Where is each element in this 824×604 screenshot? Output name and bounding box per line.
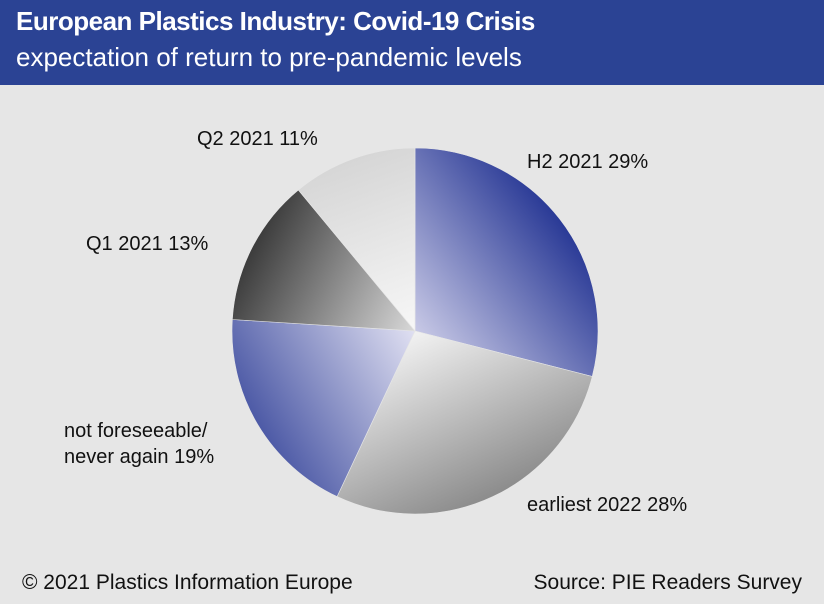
pie-slice-q1-2021	[232, 189, 416, 332]
pie-chart-area: H2 2021 29% earliest 2022 28% not foreseea…	[0, 85, 824, 604]
slice-label-q2-2021: Q2 2021 11%	[197, 128, 318, 150]
source-text: Source: PIE Readers Survey	[533, 571, 802, 594]
chart-subtitle: expectation of return to pre-pandemic le…	[16, 42, 522, 72]
chart-title: European Plastics Industry: Covid-19 Cri…	[16, 6, 535, 36]
slice-label-h2-2021: H2 2021 29%	[527, 151, 648, 173]
pie-slice-q2-2021	[297, 147, 416, 332]
slice-label-not-foreseeable-never-again: not foreseeable/never again 19%	[64, 420, 214, 468]
chart-header: European Plastics Industry: Covid-19 Cri…	[0, 0, 824, 85]
pie-slice-not-foreseeable-never-again	[231, 319, 416, 497]
pie-slice-h2-2021	[414, 147, 599, 377]
copyright-text: © 2021 Plastics Information Europe	[22, 571, 353, 594]
pie-chart: H2 2021 29% earliest 2022 28% not foreseea…	[64, 128, 687, 516]
pie-slice-earliest-2022	[336, 330, 593, 515]
slice-label-earliest-2022: earliest 2022 28%	[527, 494, 687, 516]
slice-label-q1-2021: Q1 2021 13%	[86, 233, 209, 255]
